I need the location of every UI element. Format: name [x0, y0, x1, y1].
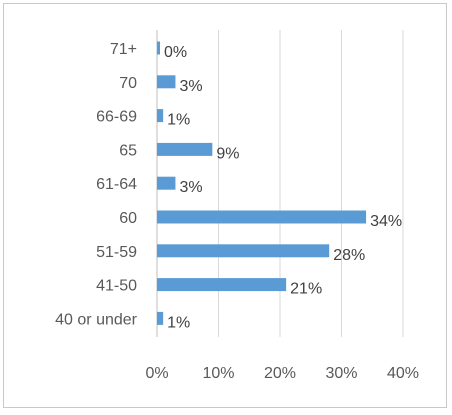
category-label: 71+: [110, 41, 137, 58]
data-label: 1%: [167, 314, 190, 331]
category-label: 66-69: [96, 109, 137, 126]
data-label: 3%: [179, 78, 202, 95]
data-label: 1%: [167, 112, 190, 129]
x-tick-label: 30%: [325, 365, 357, 382]
data-label: 21%: [290, 281, 322, 298]
bar: [157, 210, 367, 224]
labels: 0% 10% 20% 30% 40% 71+ 0% 70 3% 66-69 1% 65 9% 61-64 3…: [55, 41, 419, 382]
category-label: 65: [119, 142, 137, 159]
bar: [157, 75, 176, 89]
category-label: 61-64: [96, 176, 137, 193]
data-label: 3%: [179, 179, 202, 196]
category-label: 51-59: [96, 244, 137, 261]
data-label: 0%: [164, 44, 187, 61]
x-tick-label: 20%: [264, 365, 296, 382]
data-label: 28%: [333, 247, 365, 264]
category-label: 40 or under: [55, 311, 138, 328]
bars: [157, 41, 367, 325]
x-tick-label: 10%: [202, 365, 234, 382]
bar: [157, 278, 287, 292]
bar: [157, 244, 330, 258]
bar: [157, 311, 164, 325]
bar: [157, 176, 176, 190]
category-label: 41-50: [96, 278, 137, 295]
bar: [157, 142, 213, 156]
bar: [157, 109, 164, 123]
x-tick-label: 40%: [387, 365, 419, 382]
x-tick-label: 0%: [145, 365, 168, 382]
category-label: 60: [119, 210, 137, 227]
data-label: 34%: [370, 213, 402, 230]
chart-frame: [3, 3, 447, 408]
bar: [157, 41, 160, 55]
category-label: 70: [119, 75, 137, 92]
data-label: 9%: [216, 145, 239, 162]
